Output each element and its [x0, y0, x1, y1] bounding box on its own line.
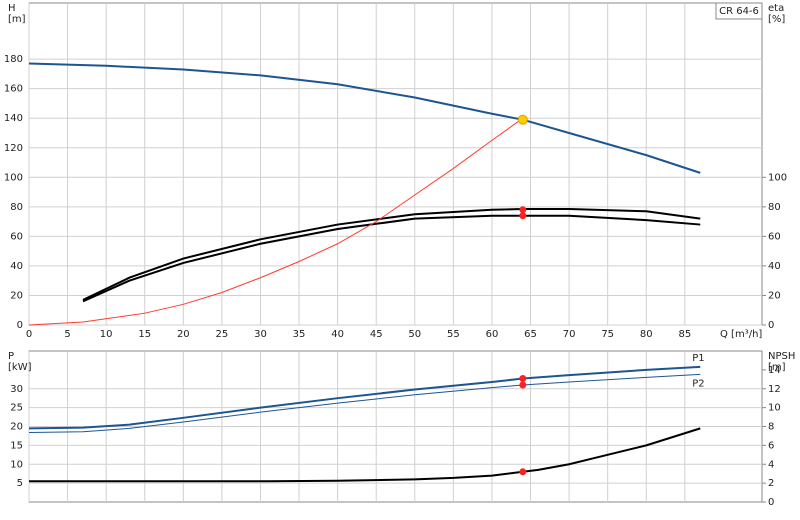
- y2-tick-label: 100: [768, 172, 787, 183]
- y-tick-label: 30: [10, 384, 23, 395]
- x-axis-label: Q [m³/h]: [720, 329, 762, 340]
- y2-tick-label: 8: [768, 422, 774, 433]
- y2-tick-label: 10: [768, 403, 781, 414]
- operating-point: [519, 212, 527, 220]
- y2-axis-unit: [m]: [768, 362, 786, 373]
- y-tick-label: 180: [4, 54, 23, 65]
- x-tick-label: 20: [177, 329, 190, 340]
- x-tick-label: 5: [64, 329, 70, 340]
- series-line: [29, 427, 701, 483]
- y2-axis-unit: [%]: [768, 14, 785, 25]
- x-tick-label: 0: [26, 329, 32, 340]
- series-line: [28, 365, 701, 430]
- x-tick-label: 75: [601, 329, 614, 340]
- operating-point: [519, 468, 527, 476]
- series-line: [82, 214, 701, 303]
- x-tick-label: 85: [678, 329, 691, 340]
- x-tick-label: 70: [563, 329, 576, 340]
- y-axis-label: P: [8, 351, 14, 362]
- y-tick-label: 5: [17, 478, 23, 489]
- x-tick-label: 60: [486, 329, 499, 340]
- y2-tick-label: 12: [768, 384, 781, 395]
- y2-axis-label: NPSH: [768, 351, 795, 362]
- y2-tick-label: 6: [768, 440, 774, 451]
- x-tick-label: 55: [447, 329, 460, 340]
- y-tick-label: 160: [4, 84, 23, 95]
- x-tick-label: 25: [216, 329, 229, 340]
- y2-tick-label: 0: [768, 320, 774, 331]
- y2-axis-label: eta: [768, 3, 784, 14]
- chart-title: CR 64-6: [719, 6, 759, 17]
- y2-tick-label: 14: [768, 365, 781, 376]
- series-label: P1: [692, 353, 704, 364]
- y2-tick-label: 60: [768, 231, 781, 242]
- x-tick-label: 30: [254, 329, 267, 340]
- x-tick-label: 10: [100, 329, 113, 340]
- operating-point: [517, 114, 528, 125]
- series-label: P2: [692, 378, 704, 389]
- series-line: [28, 373, 701, 434]
- y-tick-label: 20: [10, 290, 23, 301]
- title-box: [715, 2, 763, 20]
- y-tick-label: 15: [10, 440, 23, 451]
- y-tick-label: 0: [17, 320, 23, 331]
- y2-tick-label: 4: [768, 459, 774, 470]
- plot-frame: [28, 2, 763, 326]
- x-tick-label: 40: [331, 329, 344, 340]
- y-axis-label: H: [8, 3, 16, 14]
- operating-point: [519, 206, 527, 214]
- x-tick-label: 80: [640, 329, 653, 340]
- y-tick-label: 140: [4, 113, 23, 124]
- operating-point: [519, 375, 527, 383]
- y-axis-unit: [m]: [8, 14, 26, 25]
- x-tick-label: 35: [293, 329, 306, 340]
- series-line: [82, 208, 701, 301]
- y-tick-label: 20: [10, 422, 23, 433]
- y-tick-label: 40: [10, 261, 23, 272]
- operating-point: [519, 381, 527, 389]
- y-tick-label: 100: [4, 172, 23, 183]
- series-line: [28, 62, 701, 174]
- x-tick-label: 65: [524, 329, 537, 340]
- x-tick-label: 50: [408, 329, 421, 340]
- x-tick-label: 45: [370, 329, 383, 340]
- y-tick-label: 10: [10, 459, 23, 470]
- x-tick-label: 15: [138, 329, 151, 340]
- y2-tick-label: 20: [768, 290, 781, 301]
- y-tick-label: 25: [10, 403, 23, 414]
- y2-tick-label: 2: [768, 478, 774, 489]
- series-line: [28, 117, 524, 326]
- y-axis-unit: [kW]: [8, 362, 32, 373]
- y-tick-label: 120: [4, 143, 23, 154]
- y-tick-label: 80: [10, 202, 23, 213]
- y-tick-label: 60: [10, 231, 23, 242]
- y2-tick-label: 80: [768, 202, 781, 213]
- y2-tick-label: 40: [768, 261, 781, 272]
- y2-tick-label: 0: [768, 497, 774, 508]
